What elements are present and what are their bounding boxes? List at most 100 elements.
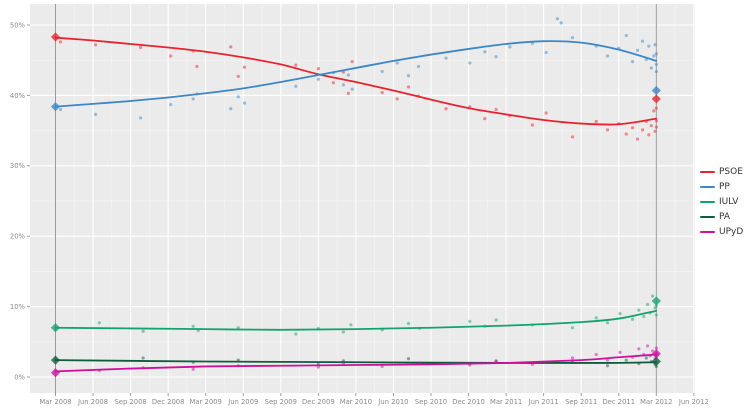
poll-point-psoe [652, 109, 656, 113]
poll-point-psoe [468, 105, 472, 109]
y-tick-label: 20% [10, 233, 26, 241]
legend-line-swatch [700, 230, 715, 234]
poll-point-psoe [191, 49, 195, 53]
poll-point-psoe [635, 137, 640, 141]
legend-item-pp: PP [700, 182, 743, 192]
x-tick-label: Jun 2011 [528, 398, 559, 406]
poll-point-iulv [483, 324, 487, 328]
poll-point-iulv [316, 326, 320, 331]
poll-point-pp [341, 83, 345, 87]
poll-point-psoe [139, 45, 143, 50]
poll-point-pa [191, 360, 195, 364]
x-tick-label: Jun 2012 [678, 398, 709, 406]
poll-point-pp [624, 33, 628, 38]
poll-point-psoe [444, 107, 448, 111]
poll-point-psoe [316, 67, 320, 71]
legend-item-upyd: UPyD [700, 227, 743, 237]
poll-point-pp [508, 45, 512, 49]
x-tick-label: Jun 2008 [77, 398, 108, 406]
poll-point-pp [169, 102, 173, 107]
poll-point-pp [559, 21, 563, 25]
election-result-diamond-pa [50, 355, 61, 365]
legend-line-swatch [700, 185, 715, 189]
poll-point-pp [647, 44, 651, 48]
legend: PSOE PP IULV PA UPyD [700, 167, 743, 237]
election-result-diamond-psoe [50, 32, 61, 42]
y-tick-label: 10% [10, 303, 26, 311]
poll-point-psoe [570, 135, 575, 139]
poll-point-psoe [195, 64, 199, 69]
poll-point-pp [570, 36, 575, 40]
legend-item-pa: PA [700, 212, 743, 222]
poll-point-pp [544, 50, 548, 55]
poll-point-psoe [494, 107, 498, 112]
poll-point-upyd [316, 365, 320, 369]
poll-point-psoe [654, 106, 658, 110]
legend-item-iulv: IULV [700, 197, 743, 207]
poll-point-iulv [349, 323, 353, 327]
trend-line-psoe [54, 36, 658, 126]
election-result-diamond-pp [50, 102, 61, 112]
poll-point-pp [191, 97, 195, 101]
poll-point-pa [236, 358, 240, 362]
poll-point-pp [654, 69, 658, 74]
poll-point-psoe [644, 119, 648, 124]
poll-point-pp [346, 73, 350, 77]
election-result-diamond-upyd [651, 349, 661, 359]
poll-point-iulv [637, 308, 641, 312]
legend-label: IULV [719, 197, 739, 207]
panel-background [30, 4, 695, 393]
poll-point-iulv [341, 330, 345, 334]
poll-point-psoe [58, 40, 63, 44]
poll-point-pp [649, 66, 653, 70]
poll-point-upyd [380, 364, 384, 369]
election-result-diamond-upyd [50, 368, 61, 378]
poll-point-psoe [594, 119, 598, 124]
election-result-diamond-pa [651, 356, 661, 367]
poll-point-psoe [654, 119, 658, 123]
poll-point-pp [594, 44, 598, 48]
poll-point-psoe [350, 60, 354, 64]
poll-point-psoe [395, 97, 399, 101]
poll-point-psoe [647, 133, 651, 137]
poll-point-pp [139, 116, 143, 120]
poll-point-pp [229, 107, 233, 111]
x-tick-label: Mar 2009 [190, 398, 222, 406]
poll-point-pa [605, 364, 610, 368]
poll-point-pa [637, 362, 641, 366]
poll-point-pp [294, 84, 298, 88]
poll-point-psoe [242, 65, 247, 69]
poll-point-iulv [605, 321, 610, 325]
poll-point-upyd [645, 344, 650, 348]
trend-line-pa [54, 359, 658, 364]
poll-point-psoe [630, 126, 635, 130]
trend-line-iulv [54, 309, 658, 331]
poll-point-pp [350, 87, 354, 91]
poll-point-iulv [630, 317, 635, 321]
poll-point-iulv [650, 294, 655, 298]
poll-point-upyd [494, 359, 498, 364]
poll-point-pp [331, 71, 335, 75]
legend-label: PA [719, 212, 731, 222]
poll-point-pa [406, 357, 411, 361]
poll-point-pp [195, 92, 199, 96]
poll-point-psoe [416, 94, 421, 98]
poll-point-psoe [346, 91, 350, 95]
poll-point-psoe [544, 111, 548, 115]
poll-point-iulv [236, 326, 240, 330]
poll-point-pp [644, 57, 648, 62]
poll-point-psoe [617, 121, 621, 126]
poll-point-upyd [618, 350, 622, 354]
election-result-diamond-pp [651, 85, 661, 96]
poll-point-pp [468, 61, 472, 65]
poll-point-pp [654, 52, 658, 56]
poll-point-iulv [294, 332, 298, 336]
poll-point-psoe [406, 85, 411, 89]
poll-point-pp [654, 62, 658, 67]
poll-point-psoe [294, 63, 298, 67]
poll-point-pa [141, 356, 145, 360]
poll-point-psoe [483, 117, 487, 121]
poll-point-pp [483, 50, 487, 54]
poll-point-upyd [642, 352, 646, 357]
